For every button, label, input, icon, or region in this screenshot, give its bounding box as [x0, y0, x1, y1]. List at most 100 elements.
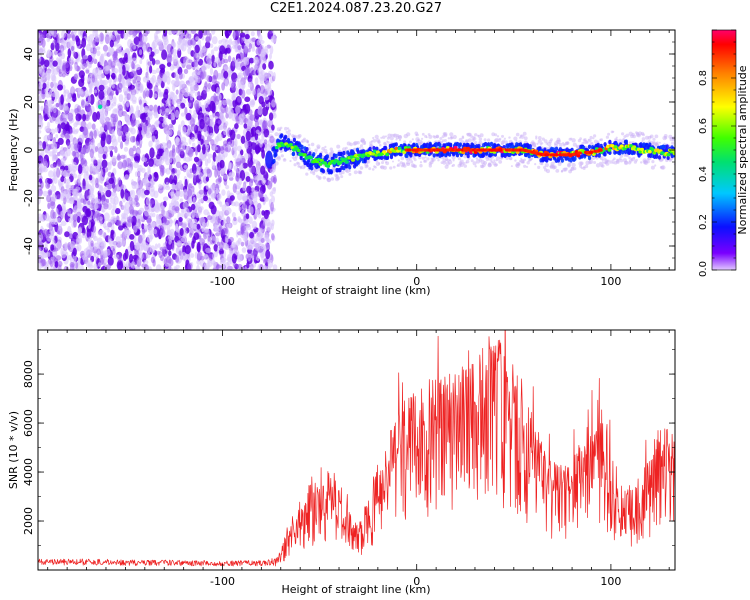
track-halo-cell — [298, 134, 302, 138]
noise-cell — [62, 62, 66, 71]
noise-cell — [81, 99, 85, 106]
track-halo-cell — [508, 136, 511, 139]
track-halo-cell — [424, 156, 427, 159]
noise-cell — [44, 241, 48, 250]
noise-cell — [38, 151, 41, 156]
noise-cell — [144, 189, 150, 196]
noise-cell — [223, 243, 229, 249]
track-cell — [432, 153, 436, 158]
noise-cell — [56, 230, 60, 235]
noise-cell — [118, 94, 124, 103]
noise-cell — [72, 130, 79, 135]
noise-cell — [170, 191, 175, 199]
noise-cell — [269, 53, 272, 60]
noise-cell — [96, 213, 100, 221]
noise-cell — [42, 252, 48, 259]
noise-cell — [157, 92, 164, 98]
noise-cell — [207, 82, 211, 90]
noise-cell — [124, 192, 129, 200]
noise-cell — [125, 229, 132, 236]
track-halo-cell — [411, 138, 414, 141]
noise-cell — [156, 39, 163, 47]
noise-cell — [257, 227, 263, 235]
noise-cell — [185, 112, 192, 121]
noise-cell — [253, 241, 257, 248]
noise-cell — [61, 190, 67, 198]
noise-cell — [171, 182, 176, 191]
track-halo-cell — [474, 141, 478, 144]
track-halo-cell — [409, 140, 412, 144]
noise-cell — [108, 177, 115, 184]
track-cell — [348, 165, 352, 170]
noise-cell — [238, 114, 245, 122]
noise-cell — [139, 84, 144, 92]
noise-cell — [119, 200, 123, 207]
noise-cell — [149, 65, 153, 74]
page-title: C2E1.2024.087.23.20.G27 — [269, 1, 443, 16]
noise-cell — [203, 209, 209, 216]
noise-cell — [264, 96, 270, 101]
noise-cell — [180, 99, 187, 104]
noise-cell — [252, 56, 258, 64]
noise-cell — [48, 190, 52, 196]
noise-cell — [107, 222, 113, 228]
noise-cell — [92, 225, 97, 233]
noise-cell — [93, 89, 98, 94]
noise-cell — [75, 37, 81, 47]
noise-cell — [103, 121, 110, 131]
noise-cell — [263, 259, 268, 264]
track-halo-cell — [550, 138, 553, 142]
noise-cell — [110, 229, 115, 236]
noise-cell — [145, 180, 149, 188]
noise-cell — [97, 159, 101, 166]
noise-cell — [167, 143, 172, 149]
noise-cell — [196, 251, 203, 261]
noise-cell — [226, 216, 231, 224]
noise-cell — [111, 129, 115, 137]
noise-cell — [141, 112, 147, 123]
noise-cell — [105, 106, 112, 112]
track-halo-cell — [409, 157, 412, 161]
noise-cell — [122, 205, 127, 211]
noise-cell — [263, 209, 269, 220]
noise-cell — [116, 120, 122, 129]
noise-cell — [172, 54, 179, 63]
noise-cell — [38, 104, 41, 112]
noise-cell — [87, 195, 93, 200]
noise-cell — [235, 105, 241, 114]
noise-cell — [95, 46, 101, 51]
noise-cell — [61, 30, 66, 39]
track-halo-cell — [474, 133, 478, 137]
noise-cell — [95, 34, 101, 43]
noise-cell — [103, 212, 110, 221]
noise-cell — [73, 205, 79, 214]
noise-cell — [133, 161, 139, 169]
noise-cell — [168, 163, 173, 171]
track-halo-cell — [348, 172, 352, 176]
noise-cell — [196, 166, 201, 176]
noise-cell — [210, 239, 215, 245]
noise-cell — [176, 240, 182, 247]
noise-cell — [202, 168, 207, 174]
noise-cell — [226, 223, 232, 229]
noise-cell — [154, 111, 158, 119]
track-halo-cell — [413, 158, 417, 162]
noise-cell — [57, 264, 62, 270]
noise-cell — [174, 79, 180, 86]
noise-cell — [61, 117, 67, 123]
noise-cell — [195, 205, 201, 211]
track-halo-cell — [371, 168, 375, 171]
noise-cell — [156, 153, 161, 160]
noise-cell — [187, 33, 192, 39]
noise-cell — [60, 157, 66, 165]
noise-cell — [168, 30, 173, 36]
noise-cell — [242, 201, 247, 209]
noise-cell — [80, 74, 85, 84]
noise-cell — [147, 61, 152, 66]
noise-cell — [64, 242, 68, 250]
noise-cell — [73, 122, 78, 128]
noise-cell — [105, 135, 109, 142]
noise-cell — [230, 243, 236, 249]
noise-cell — [116, 260, 124, 270]
track-halo-cell — [389, 166, 393, 170]
